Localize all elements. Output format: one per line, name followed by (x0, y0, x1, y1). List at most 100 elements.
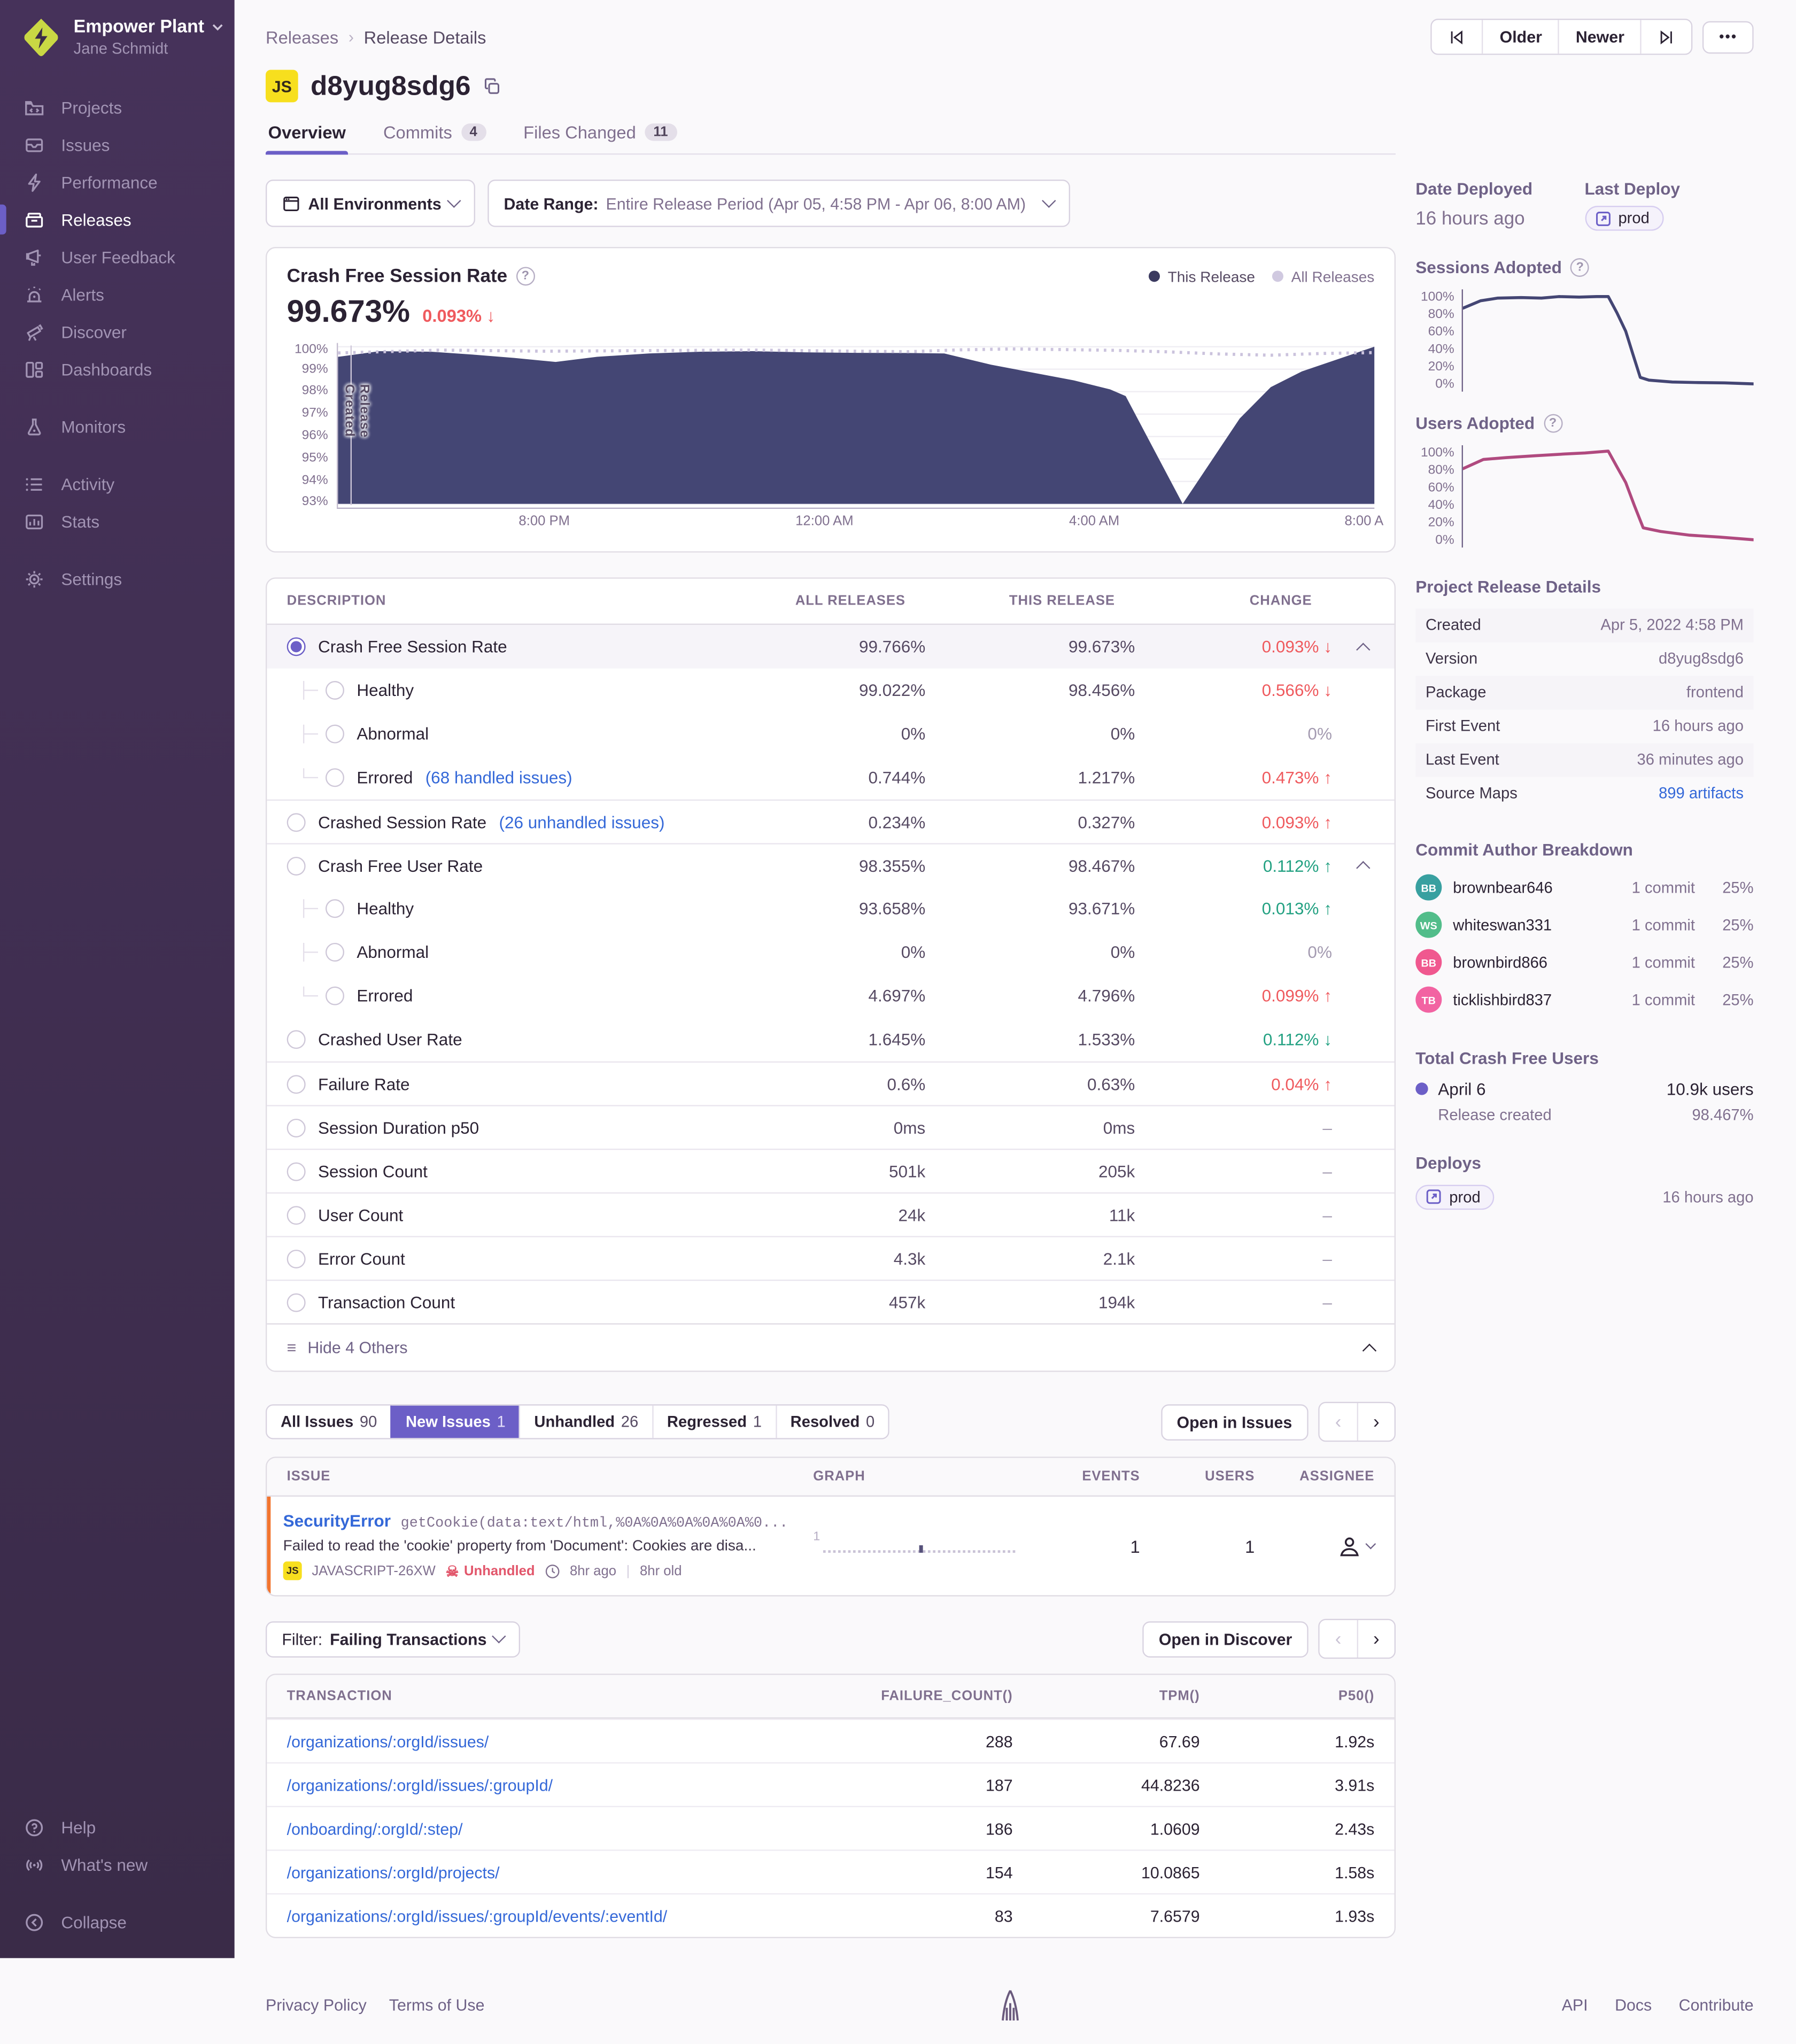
issue-row[interactable]: SecurityError getCookie(data:text/html,%… (267, 1496, 1394, 1596)
tab-overview[interactable]: Overview (265, 115, 349, 155)
transaction-row[interactable]: /organizations/:orgId/projects/ 154 10.0… (267, 1849, 1395, 1893)
metric-row-crashed-user-rate[interactable]: Crashed User Rate 1.645% 1.533% 0.112% ↓ (267, 1018, 1394, 1062)
tab-regressed[interactable]: Regressed 1 (652, 1405, 776, 1438)
metric-row-user-count[interactable]: User Count 24k 11k – (267, 1192, 1395, 1236)
sidebar-item-dashboards[interactable]: Dashboards (0, 351, 235, 388)
metric-radio[interactable] (287, 1074, 306, 1094)
metric-row-transaction-count[interactable]: Transaction Count 457k 194k – (267, 1279, 1395, 1323)
metric-row-healthy[interactable]: Healthy 99.022% 98.456% 0.566% ↓ (267, 669, 1394, 713)
source-maps-link[interactable]: 899 artifacts (1659, 784, 1744, 802)
deploy-badge[interactable]: prod (1415, 1184, 1495, 1210)
sidebar-item-issues[interactable]: Issues (0, 126, 235, 164)
next-page-button[interactable]: › (1357, 1403, 1395, 1441)
transaction-link[interactable]: /onboarding/:orgId/:step/ (287, 1819, 463, 1838)
metric-radio[interactable] (287, 1292, 306, 1312)
open-in-issues-button[interactable]: Open in Issues (1160, 1404, 1309, 1440)
metric-row-errored-user[interactable]: Errored 4.697% 4.796% 0.099% ↑ (267, 974, 1394, 1018)
sidebar-item-discover[interactable]: Discover (0, 313, 235, 351)
transaction-row[interactable]: /onboarding/:orgId/:step/ 186 1.0609 2.4… (267, 1806, 1395, 1850)
tab-files-changed[interactable]: Files Changed 11 (521, 115, 679, 153)
docs-link[interactable]: Docs (1615, 1995, 1652, 2015)
open-in-discover-button[interactable]: Open in Discover (1142, 1621, 1309, 1657)
question-icon[interactable]: ? (516, 267, 535, 286)
tab-all-issues[interactable]: All Issues 90 (267, 1405, 391, 1438)
sidebar-item-help[interactable]: Help (0, 1808, 235, 1846)
collapse-chevron-icon[interactable] (1356, 642, 1371, 656)
tab-commits[interactable]: Commits 4 (381, 115, 489, 153)
hide-others-button[interactable]: ≡ Hide 4 Others (267, 1323, 1395, 1371)
tab-unhandled[interactable]: Unhandled 26 (519, 1405, 652, 1438)
metric-row-errored[interactable]: Errored (68 handled issues) 0.744% 1.217%… (267, 756, 1394, 800)
breadcrumb-releases[interactable]: Releases (265, 27, 339, 47)
metric-radio[interactable] (287, 1205, 306, 1225)
terms-link[interactable]: Terms of Use (389, 1995, 485, 2015)
date-range-selector[interactable]: Date Range: Entire Release Period (Apr 0… (487, 179, 1070, 227)
metric-radio[interactable] (325, 768, 344, 787)
copy-icon[interactable] (483, 76, 502, 95)
issue-title-link[interactable]: SecurityError (283, 1511, 391, 1530)
transaction-link[interactable]: /organizations/:orgId/issues/:groupId/ (287, 1775, 553, 1794)
sidebar-item-collapse[interactable]: Collapse (0, 1903, 235, 1941)
sidebar-item-stats[interactable]: Stats (0, 502, 235, 540)
prev-page-button[interactable]: ‹ (1319, 1620, 1357, 1658)
sidebar-item-performance[interactable]: Performance (0, 164, 235, 201)
environment-selector[interactable]: All Environments (265, 179, 475, 227)
metric-row-error-count[interactable]: Error Count 4.3k 2.1k – (267, 1236, 1395, 1280)
transaction-link[interactable]: /organizations/:orgId/issues/:groupId/ev… (287, 1906, 668, 1925)
metric-radio[interactable] (287, 1162, 306, 1181)
metric-radio[interactable] (325, 899, 344, 918)
transaction-row[interactable]: /organizations/:orgId/issues/:groupId/ev… (267, 1893, 1395, 1937)
sidebar-item-activity[interactable]: Activity (0, 465, 235, 502)
sidebar-item-monitors[interactable]: Monitors (0, 408, 235, 445)
metric-row-crash-free-session-rate[interactable]: Crash Free Session Rate 99.766% 99.673% … (267, 624, 1395, 669)
org-name[interactable]: Empower Plant (74, 18, 223, 37)
sidebar-item-projects[interactable]: Projects (0, 89, 235, 126)
handled-issues-link[interactable]: (68 handled issues) (425, 768, 572, 787)
transactions-filter[interactable]: Filter: Failing Transactions (265, 1621, 521, 1657)
privacy-policy-link[interactable]: Privacy Policy (265, 1995, 367, 2015)
sidebar-item-whats-new[interactable]: What's new (0, 1846, 235, 1883)
unhandled-issues-link[interactable]: (26 unhandled issues) (499, 812, 665, 832)
last-release-button[interactable] (1640, 20, 1692, 54)
transaction-link[interactable]: /organizations/:orgId/projects/ (287, 1862, 500, 1882)
metric-radio[interactable] (325, 986, 344, 1005)
metric-radio[interactable] (325, 942, 344, 962)
contribute-link[interactable]: Contribute (1678, 1995, 1754, 2015)
metric-radio[interactable] (287, 1030, 306, 1049)
more-options-button[interactable]: ••• (1702, 20, 1754, 53)
metric-row-session-duration[interactable]: Session Duration p50 0ms 0ms – (267, 1105, 1395, 1149)
metric-radio[interactable] (325, 680, 344, 700)
metric-row-abnormal-user[interactable]: Abnormal 0% 0% 0% (267, 931, 1394, 974)
collapse-chevron-icon[interactable] (1356, 861, 1371, 876)
deploy-badge[interactable]: prod (1584, 205, 1663, 231)
session-rate-plot[interactable]: Release Created (336, 343, 1375, 509)
metric-row-crashed-session-rate[interactable]: Crashed Session Rate (26 unhandled issues… (267, 799, 1395, 843)
tab-resolved[interactable]: Resolved 0 (775, 1405, 888, 1438)
transaction-row[interactable]: /organizations/:orgId/issues/:groupId/ 1… (267, 1762, 1395, 1806)
legend-this-release[interactable]: This Release (1149, 267, 1255, 285)
metric-radio[interactable] (287, 812, 306, 832)
newer-button[interactable]: Newer (1558, 20, 1641, 54)
org-switcher[interactable]: Empower Plant Jane Schmidt (0, 0, 235, 71)
next-page-button[interactable]: › (1357, 1620, 1395, 1658)
metric-row-session-count[interactable]: Session Count 501k 205k – (267, 1148, 1395, 1193)
metric-radio[interactable] (287, 637, 306, 656)
question-icon[interactable]: ? (1570, 257, 1590, 276)
metric-row-crash-free-user-rate[interactable]: Crash Free User Rate 98.355% 98.467% 0.1… (267, 843, 1395, 887)
assignee-selector[interactable] (1255, 1534, 1376, 1559)
api-link[interactable]: API (1561, 1995, 1588, 2015)
metric-row-healthy-user[interactable]: Healthy 93.658% 93.671% 0.013% ↑ (267, 887, 1394, 931)
transaction-row[interactable]: /organizations/:orgId/issues/ 288 67.69 … (267, 1718, 1395, 1762)
sidebar-item-alerts[interactable]: Alerts (0, 276, 235, 313)
metric-row-abnormal[interactable]: Abnormal 0% 0% 0% (267, 712, 1394, 756)
tab-new-issues[interactable]: New Issues 1 (390, 1405, 520, 1438)
metric-radio[interactable] (325, 724, 344, 744)
metric-radio[interactable] (287, 1249, 306, 1268)
metric-radio[interactable] (287, 856, 306, 875)
first-release-button[interactable] (1432, 20, 1482, 54)
sidebar-item-settings[interactable]: Settings (0, 560, 235, 598)
transaction-link[interactable]: /organizations/:orgId/issues/ (287, 1731, 489, 1751)
legend-all-releases[interactable]: All Releases (1272, 267, 1374, 285)
sidebar-item-releases[interactable]: Releases (0, 201, 235, 238)
older-button[interactable]: Older (1482, 20, 1559, 54)
